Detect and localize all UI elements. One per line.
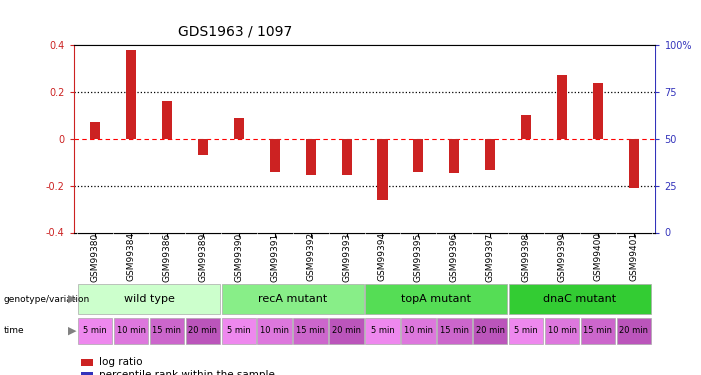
Bar [222, 284, 364, 314]
Text: 15 min: 15 min [296, 326, 325, 336]
Text: percentile rank within the sample: percentile rank within the sample [99, 370, 275, 375]
Text: GDS1963 / 1097: GDS1963 / 1097 [178, 25, 292, 39]
Text: 20 min: 20 min [332, 326, 361, 336]
Bar [114, 318, 149, 344]
Text: time: time [4, 326, 24, 336]
Bar [593, 82, 603, 139]
Bar [566, 63, 571, 72]
Text: GSM99384: GSM99384 [127, 232, 135, 281]
Text: 10 min: 10 min [116, 326, 146, 336]
Text: 5 min: 5 min [83, 326, 107, 336]
Text: GSM99395: GSM99395 [414, 232, 423, 282]
Bar [270, 139, 280, 172]
Text: GSM99396: GSM99396 [450, 232, 459, 282]
Bar [186, 318, 220, 344]
Text: 15 min: 15 min [153, 326, 182, 336]
Bar [198, 139, 208, 155]
Bar [257, 318, 292, 344]
Text: GSM99399: GSM99399 [557, 232, 566, 282]
Text: 15 min: 15 min [440, 326, 469, 336]
Bar [637, 200, 643, 209]
Bar [329, 318, 364, 344]
Bar [377, 139, 388, 200]
Bar [494, 157, 499, 166]
Text: 5 min: 5 min [515, 326, 538, 336]
Text: GSM99397: GSM99397 [486, 232, 495, 282]
Bar [530, 112, 535, 121]
Text: GSM99386: GSM99386 [163, 232, 172, 282]
Text: GSM99392: GSM99392 [306, 232, 315, 281]
Bar [78, 284, 220, 314]
Text: 5 min: 5 min [371, 326, 395, 336]
Text: 10 min: 10 min [404, 326, 433, 336]
Bar [521, 116, 531, 139]
Text: 10 min: 10 min [547, 326, 576, 336]
Bar [509, 284, 651, 314]
Bar [601, 72, 606, 82]
Text: GSM99398: GSM99398 [522, 232, 531, 282]
Bar [414, 139, 423, 172]
Text: 20 min: 20 min [620, 326, 648, 336]
Bar [422, 157, 427, 166]
Bar [365, 284, 508, 314]
Text: wild type: wild type [123, 294, 175, 304]
Bar [401, 318, 435, 344]
Bar [99, 124, 104, 134]
Text: dnaC mutant: dnaC mutant [543, 294, 617, 304]
Text: GSM99391: GSM99391 [270, 232, 279, 282]
Bar [78, 318, 112, 344]
Text: GSM99400: GSM99400 [594, 232, 602, 281]
Bar [135, 82, 139, 91]
Text: 20 min: 20 min [189, 326, 217, 336]
Bar [365, 318, 400, 344]
Text: log ratio: log ratio [99, 357, 142, 367]
Text: genotype/variation: genotype/variation [4, 295, 90, 304]
Bar [206, 157, 212, 166]
Bar [458, 158, 463, 168]
Text: GSM99389: GSM99389 [198, 232, 207, 282]
Bar [449, 139, 459, 173]
Text: GSM99394: GSM99394 [378, 232, 387, 281]
Bar [170, 100, 176, 109]
Bar [314, 142, 320, 151]
Text: 15 min: 15 min [583, 326, 613, 336]
Text: GSM99393: GSM99393 [342, 232, 351, 282]
Bar [437, 318, 472, 344]
Bar [341, 139, 352, 175]
Bar [306, 139, 315, 175]
Text: GSM99380: GSM99380 [90, 232, 100, 282]
Bar [545, 318, 579, 344]
Bar [557, 75, 567, 139]
Text: GSM99401: GSM99401 [629, 232, 639, 281]
Bar [243, 106, 247, 116]
Bar [473, 318, 508, 344]
Text: recA mutant: recA mutant [258, 294, 327, 304]
Bar [150, 318, 184, 344]
Bar [234, 118, 244, 139]
Text: topA mutant: topA mutant [402, 294, 471, 304]
Bar [126, 50, 136, 139]
Bar [350, 144, 355, 153]
Text: 5 min: 5 min [227, 326, 251, 336]
Bar [278, 157, 283, 166]
Bar [386, 176, 391, 185]
Text: ▶: ▶ [68, 326, 76, 336]
Text: 20 min: 20 min [476, 326, 505, 336]
Text: 10 min: 10 min [260, 326, 290, 336]
Text: GSM99390: GSM99390 [234, 232, 243, 282]
Bar [90, 122, 100, 139]
Bar [629, 139, 639, 188]
Bar [222, 318, 256, 344]
Bar [485, 139, 495, 170]
Bar [509, 318, 543, 344]
Text: ▶: ▶ [68, 294, 76, 304]
Bar [580, 318, 615, 344]
Bar [617, 318, 651, 344]
Bar [294, 318, 328, 344]
Bar [162, 101, 172, 139]
